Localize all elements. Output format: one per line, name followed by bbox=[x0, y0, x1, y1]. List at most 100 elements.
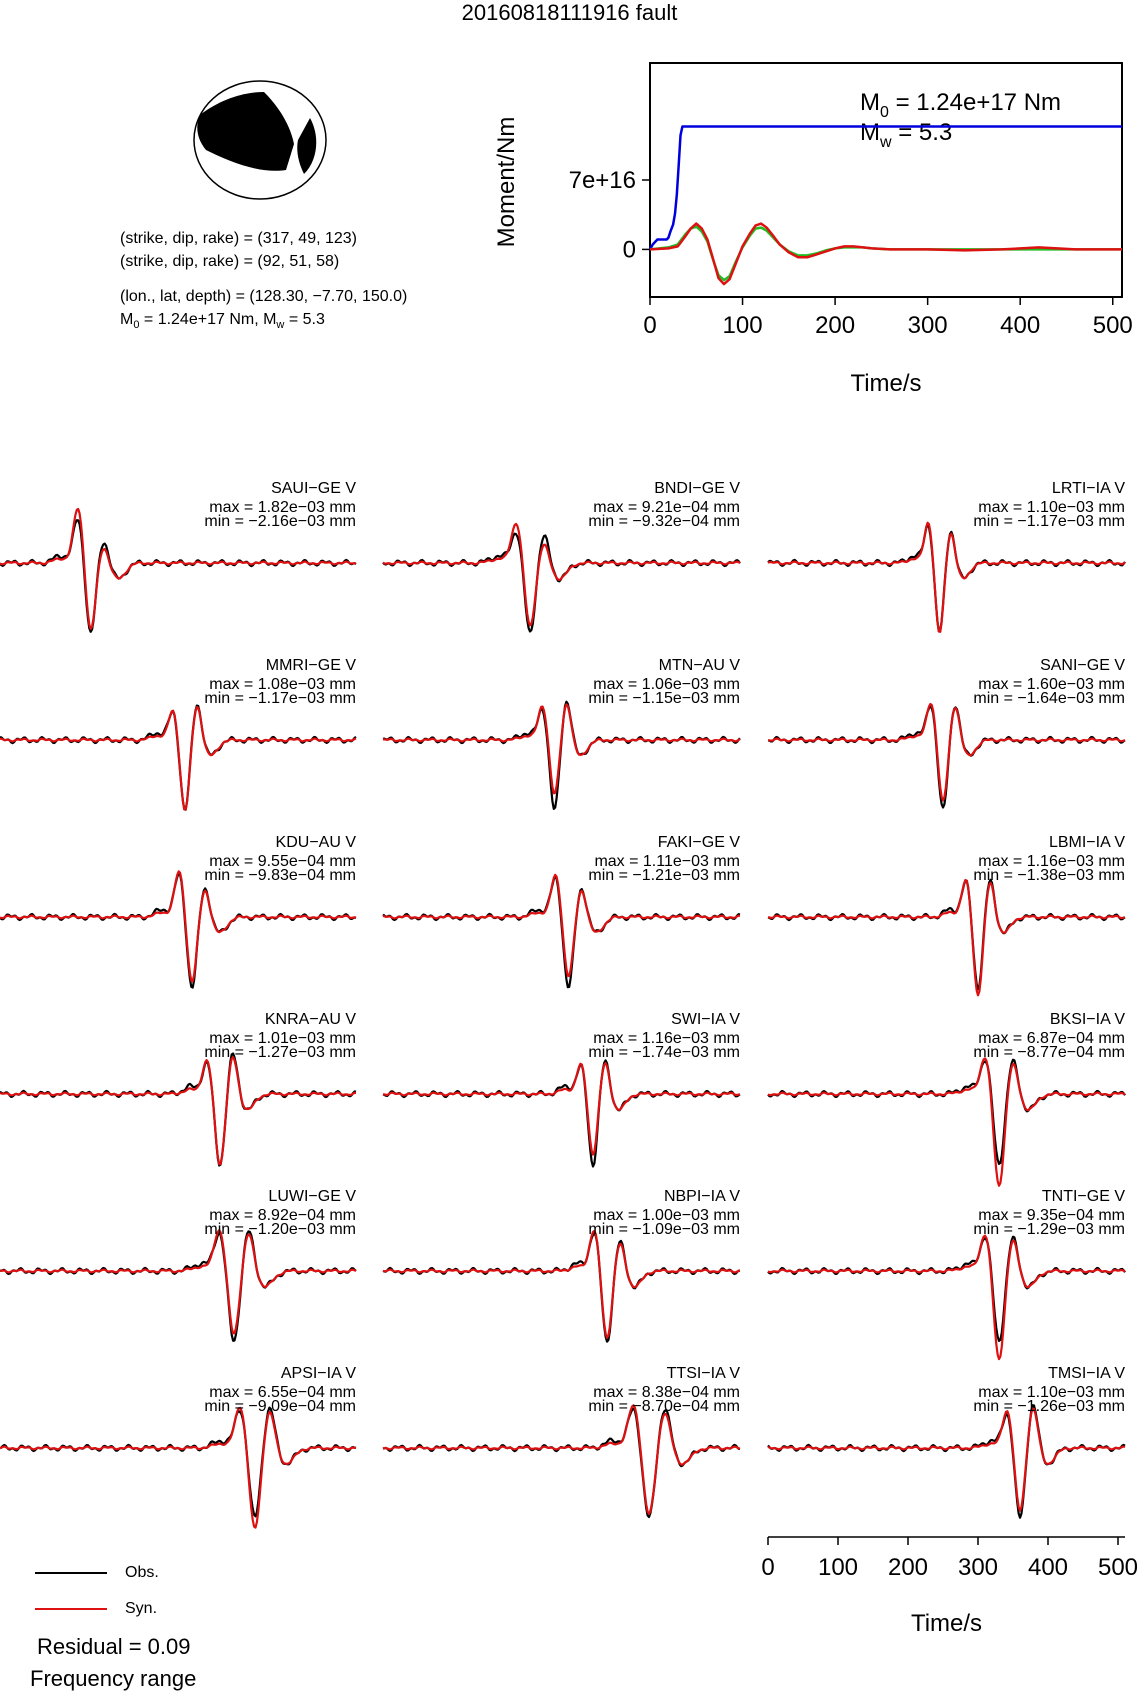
legend-syn: Syn. bbox=[35, 1600, 157, 1618]
station-max: max = 1.16e−03 mm bbox=[978, 853, 1125, 870]
moment-ylabel: Moment/Nm bbox=[493, 117, 520, 248]
synthetic-trace bbox=[0, 870, 357, 983]
synthetic-trace bbox=[382, 1229, 741, 1339]
waveform-xtick-label-3: 300 bbox=[958, 1554, 998, 1581]
moment-ytick-label-0: 0 bbox=[623, 236, 636, 263]
moment-xtick-label-0: 0 bbox=[643, 312, 656, 339]
observed-trace bbox=[0, 1052, 357, 1167]
observed-trace bbox=[382, 700, 741, 810]
synthetic-trace bbox=[0, 706, 357, 811]
station-min: min = −8.77e−04 mm bbox=[973, 1044, 1125, 1061]
station-max: max = 1.06e−03 mm bbox=[593, 676, 740, 693]
waveform-xtick-label-0: 0 bbox=[761, 1554, 774, 1581]
synthetic-trace bbox=[768, 702, 1126, 802]
synthetic-trace bbox=[767, 1407, 1126, 1512]
observed-trace bbox=[767, 1404, 1126, 1519]
station-name: TMSI−IA V bbox=[1048, 1365, 1125, 1382]
station-min: min = −1.17e−03 mm bbox=[973, 513, 1125, 530]
synthetic-trace bbox=[0, 1229, 357, 1335]
synthetic-trace bbox=[767, 1234, 1126, 1361]
synthetic-trace bbox=[382, 1062, 741, 1156]
station-min: min = −9.83e−04 mm bbox=[204, 867, 356, 884]
station-min: min = −1.38e−03 mm bbox=[973, 867, 1125, 884]
station-max: max = 1.08e−03 mm bbox=[209, 676, 356, 693]
station-min: min = −1.21e−03 mm bbox=[588, 867, 740, 884]
station-max: max = 1.01e−03 mm bbox=[209, 1030, 356, 1047]
station-name: APSI−IA V bbox=[281, 1365, 356, 1382]
station-max: max = 9.21e−04 mm bbox=[593, 499, 740, 516]
observed-trace bbox=[382, 1232, 741, 1343]
station-name: SANI−GE V bbox=[1040, 657, 1125, 674]
synthetic-trace bbox=[382, 1404, 741, 1516]
station-min: min = −1.74e−03 mm bbox=[588, 1044, 740, 1061]
station-name: NBPI−IA V bbox=[664, 1188, 740, 1205]
station-name: FAKI−GE V bbox=[658, 834, 741, 851]
frequency-range-label: Frequency range bbox=[30, 1666, 197, 1691]
moment-xtick-label-3: 300 bbox=[908, 312, 948, 339]
moment-xtick-label-5: 500 bbox=[1093, 312, 1133, 339]
observed-trace bbox=[767, 705, 1126, 809]
legend-obs-line bbox=[35, 1571, 107, 1574]
source-location: (lon., lat, depth) = (128.30, −7.70, 150… bbox=[120, 288, 408, 305]
moment-rate-chart: Moment/Nm Time/s M0 = 1.24e+17 Nm Mw = 5… bbox=[493, 62, 1133, 397]
synthetic-trace bbox=[767, 1057, 1126, 1187]
observed-trace bbox=[382, 532, 741, 633]
station-max: max = 6.87e−04 mm bbox=[978, 1030, 1125, 1047]
station-min: min = −9.32e−04 mm bbox=[588, 513, 740, 530]
station-max: max = 1.82e−03 mm bbox=[209, 499, 356, 516]
station-max: max = 1.10e−03 mm bbox=[978, 499, 1125, 516]
synthetic-trace bbox=[767, 878, 1126, 997]
station-name: LBMI−IA V bbox=[1049, 834, 1125, 851]
station-max: max = 1.00e−03 mm bbox=[593, 1207, 740, 1224]
legend-syn-line bbox=[35, 1607, 107, 1610]
station-name: KDU−AU V bbox=[276, 834, 357, 851]
station-name: BNDI−GE V bbox=[654, 480, 740, 497]
observed-trace bbox=[767, 1235, 1126, 1343]
station-max: max = 9.35e−04 mm bbox=[978, 1207, 1125, 1224]
page-title: 20160818111916 fault bbox=[461, 0, 678, 25]
station-name: MMRI−GE V bbox=[266, 657, 357, 674]
station-name: SAUI−GE V bbox=[271, 480, 356, 497]
moment-xtick-label-1: 100 bbox=[723, 312, 763, 339]
observed-trace bbox=[767, 523, 1126, 633]
station-name: LRTI−IA V bbox=[1052, 480, 1125, 497]
waveform-xtick-label-4: 400 bbox=[1028, 1554, 1068, 1581]
moment-xlabel: Time/s bbox=[850, 370, 921, 397]
station-min: min = −1.26e−03 mm bbox=[973, 1398, 1125, 1415]
station-min: min = −8.70e−04 mm bbox=[588, 1398, 740, 1415]
waveform-xtick-label-1: 100 bbox=[818, 1554, 858, 1581]
station-name: TTSI−IA V bbox=[667, 1365, 741, 1382]
waveform-xtick-label-5: 500 bbox=[1098, 1554, 1138, 1581]
observed-trace bbox=[0, 1406, 357, 1518]
moment-annotation-m0: M0 = 1.24e+17 Nm bbox=[860, 89, 1061, 121]
moment-annotation-mw: Mw = 5.3 bbox=[860, 119, 952, 151]
station-min: min = −1.17e−03 mm bbox=[204, 690, 356, 707]
residual-label: Residual = 0.09 bbox=[37, 1634, 191, 1659]
nodal-plane-1: (strike, dip, rake) = (317, 49, 123) bbox=[120, 230, 357, 247]
station-name: BKSI−IA V bbox=[1050, 1011, 1125, 1028]
moment-xtick-label-2: 200 bbox=[815, 312, 855, 339]
observed-trace bbox=[0, 872, 357, 989]
synthetic-trace bbox=[382, 522, 741, 627]
station-min: min = −1.27e−03 mm bbox=[204, 1044, 356, 1061]
synthetic-trace bbox=[0, 1406, 357, 1529]
station-name: MTN−AU V bbox=[659, 657, 741, 674]
station-min: min = −1.15e−03 mm bbox=[588, 690, 740, 707]
station-max: max = 1.60e−03 mm bbox=[978, 676, 1125, 693]
moment-xtick-label-4: 400 bbox=[1000, 312, 1040, 339]
station-name: TNTI−GE V bbox=[1042, 1188, 1125, 1205]
